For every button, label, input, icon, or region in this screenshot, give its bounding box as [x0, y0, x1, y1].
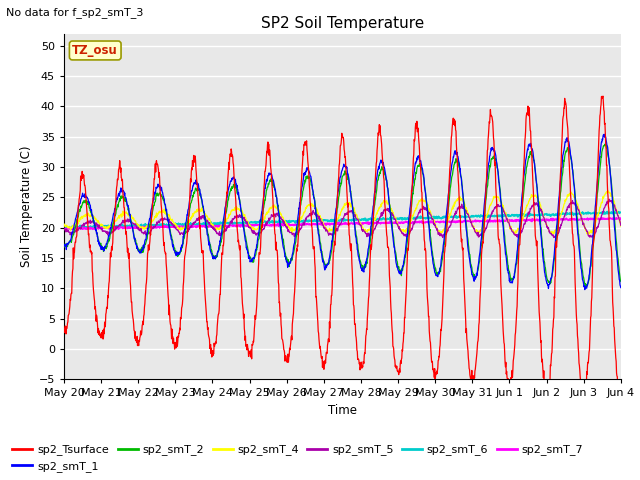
Y-axis label: Soil Temperature (C): Soil Temperature (C)	[20, 145, 33, 267]
X-axis label: Time: Time	[328, 404, 357, 417]
Legend: sp2_Tsurface, sp2_smT_1, sp2_smT_2, sp2_smT_4, sp2_smT_5, sp2_smT_6, sp2_smT_7: sp2_Tsurface, sp2_smT_1, sp2_smT_2, sp2_…	[8, 440, 588, 476]
Text: TZ_osu: TZ_osu	[72, 44, 118, 57]
Text: No data for f_sp2_smT_3: No data for f_sp2_smT_3	[6, 7, 144, 18]
Title: SP2 Soil Temperature: SP2 Soil Temperature	[260, 16, 424, 31]
